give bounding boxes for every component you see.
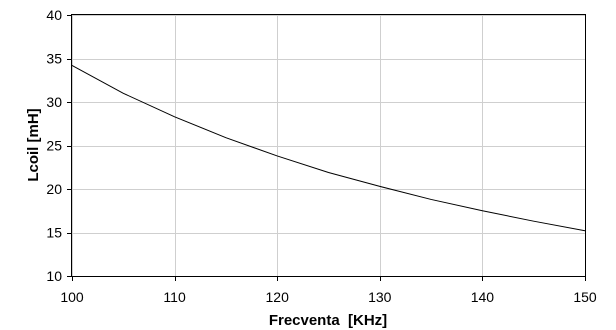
tick-layer: 100 110 120 130 140 150 10 15 20 25 30 35 40 xyxy=(46,7,596,305)
series-line xyxy=(71,65,586,232)
y-tick-label: 10 xyxy=(46,268,62,284)
series-layer xyxy=(71,65,586,232)
plot-frame xyxy=(71,14,586,277)
x-axis-title: Frecventa [KHz] xyxy=(269,312,387,329)
x-tick-label: 150 xyxy=(573,289,597,305)
y-axis-title: Lcoil [mH] xyxy=(25,108,42,181)
y-tick-label: 35 xyxy=(46,51,62,67)
x-tick-label: 100 xyxy=(60,289,84,305)
grid-layer xyxy=(72,15,586,277)
y-tick-label: 20 xyxy=(46,181,62,197)
x-tick-label: 110 xyxy=(163,289,186,305)
x-tick-label: 120 xyxy=(266,289,290,305)
x-tick-label: 130 xyxy=(368,289,392,305)
y-tick-label: 40 xyxy=(46,7,62,23)
y-tick-label: 25 xyxy=(46,138,62,154)
x-tick-label: 140 xyxy=(471,289,495,305)
y-tick-label: 15 xyxy=(46,225,62,241)
y-tick-label: 30 xyxy=(46,94,62,110)
